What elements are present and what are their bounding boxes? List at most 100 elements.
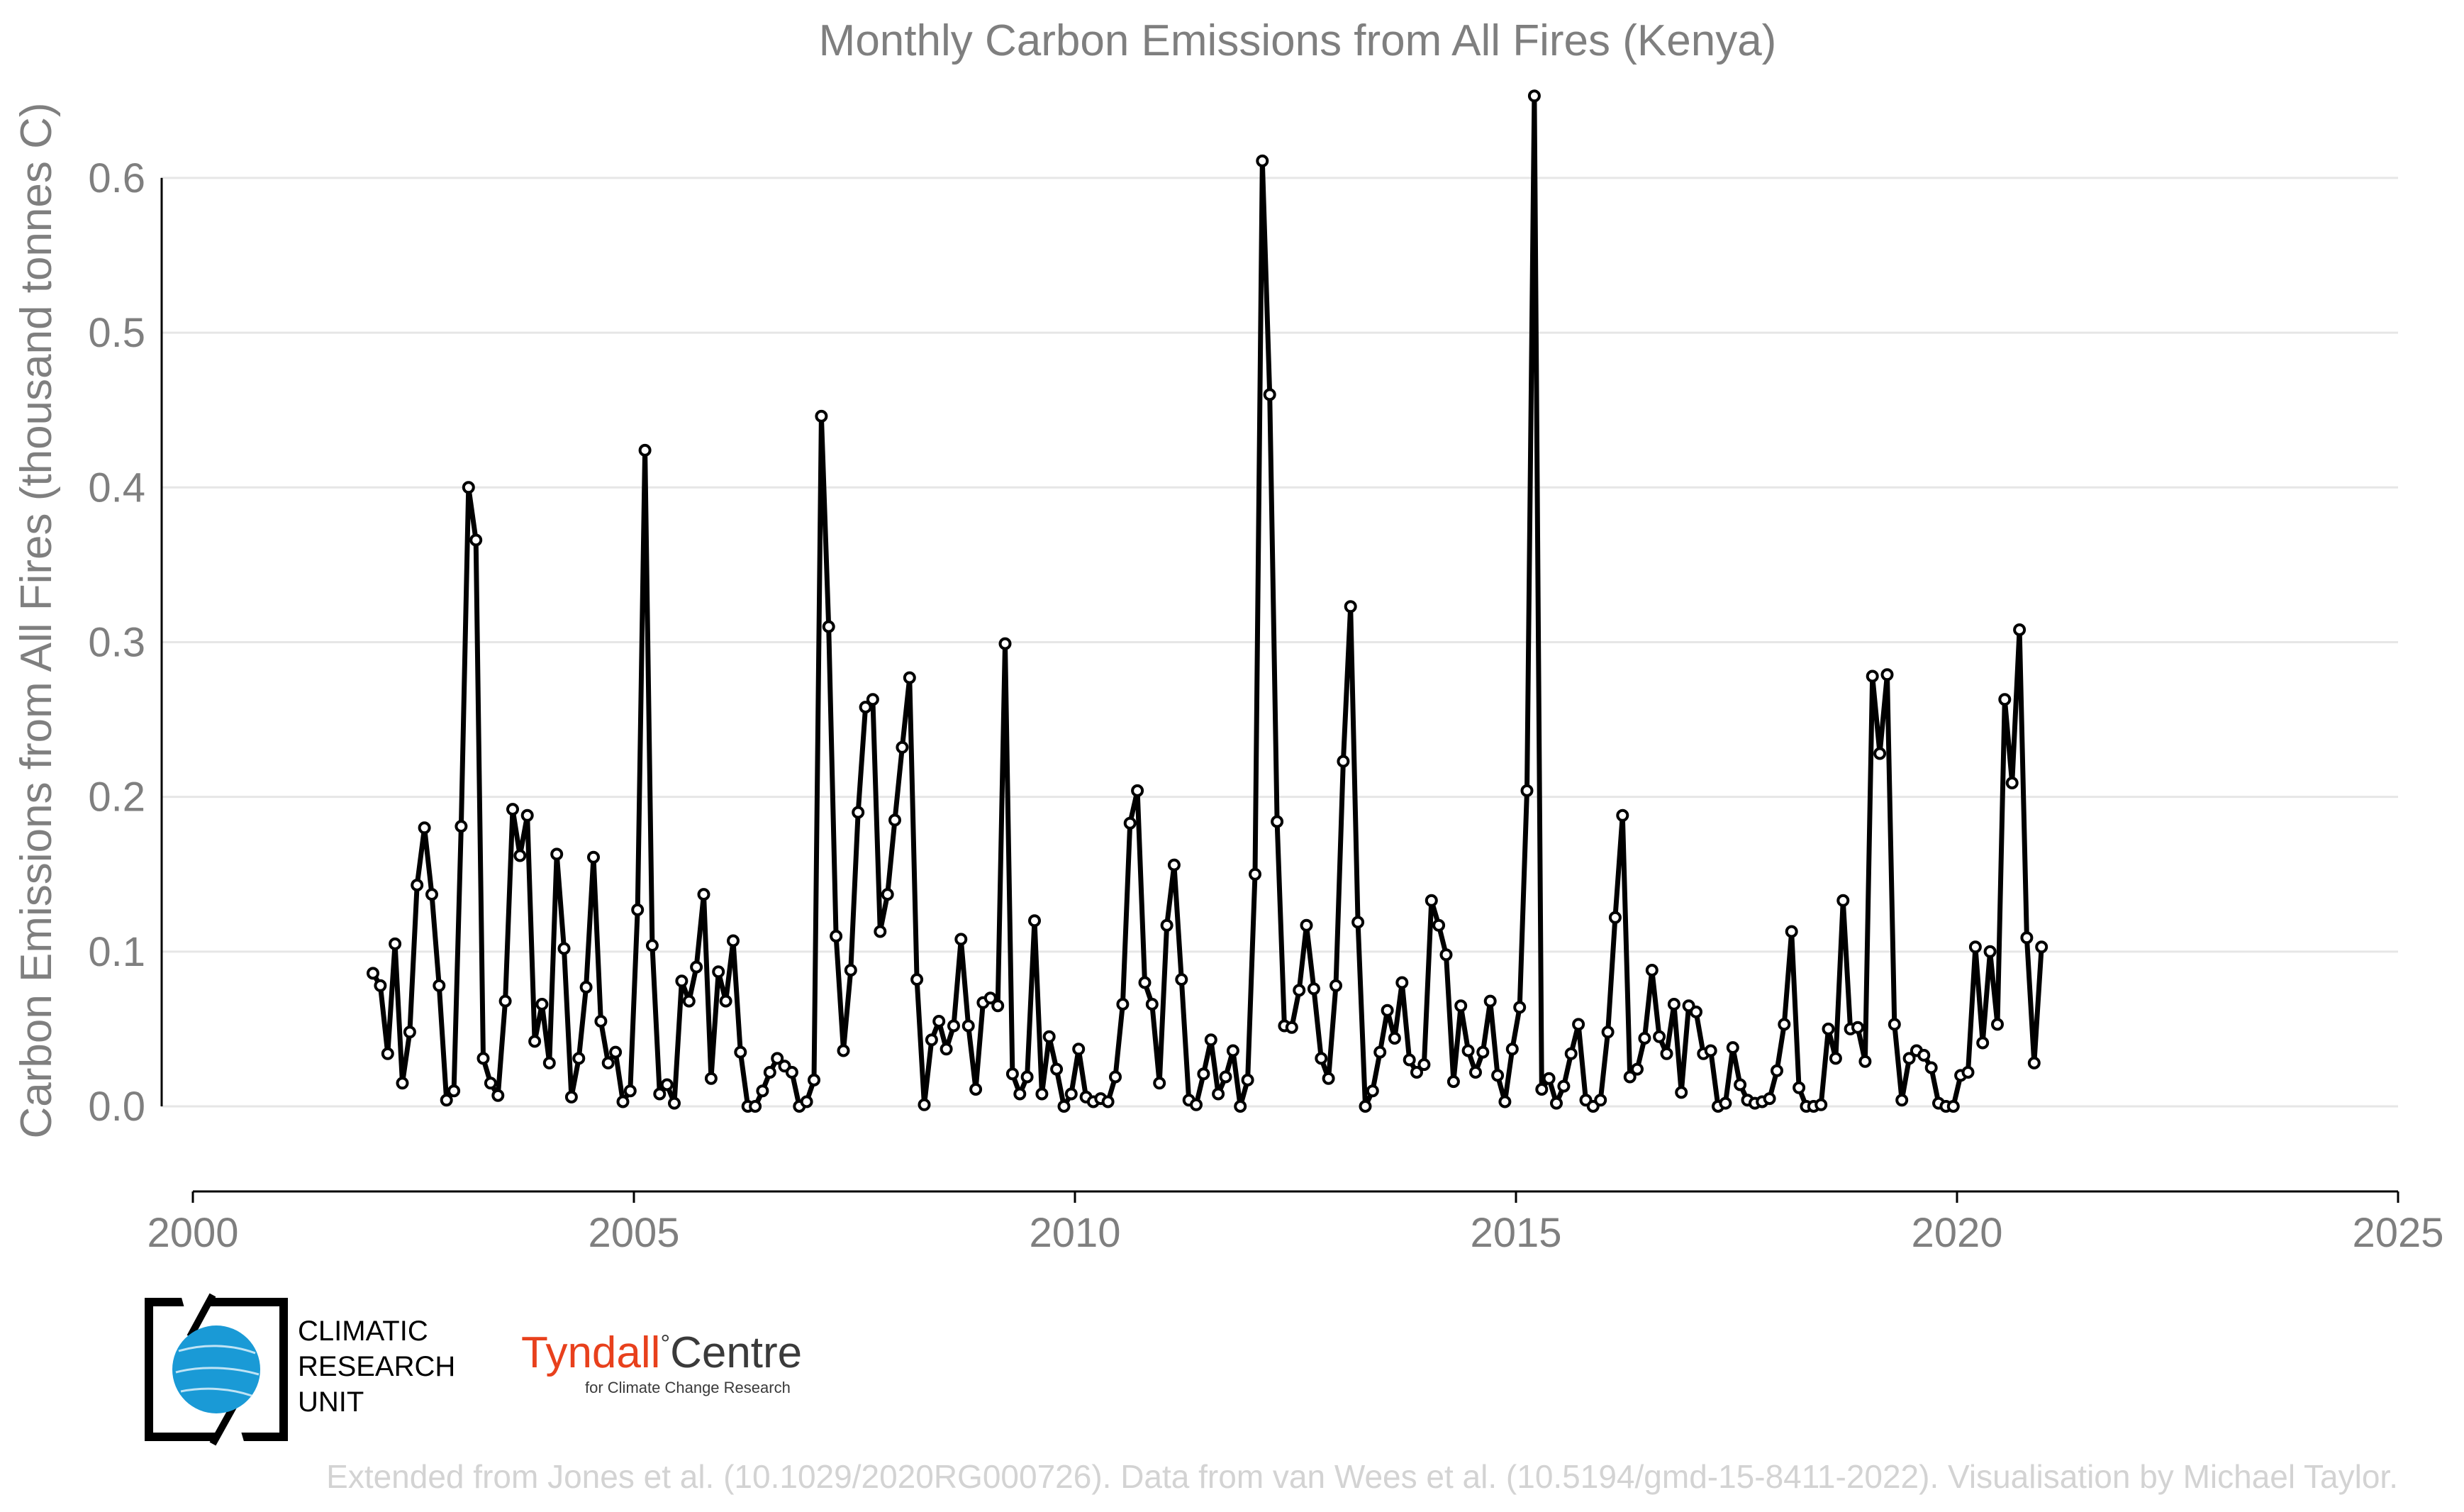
data-point xyxy=(1351,916,1365,929)
data-point xyxy=(1704,1044,1717,1057)
data-point xyxy=(1719,1096,1732,1110)
data-point xyxy=(991,999,1005,1013)
data-point xyxy=(756,1084,769,1098)
data-point xyxy=(727,934,740,947)
tyndall-logo: Tyndall°Centre for Climate Change Resear… xyxy=(521,1328,802,1396)
data-point xyxy=(785,1066,798,1079)
data-point xyxy=(859,701,872,714)
data-point xyxy=(1131,784,1144,797)
data-point xyxy=(367,967,379,980)
data-point xyxy=(1836,894,1850,907)
data-point xyxy=(601,1056,615,1069)
data-point xyxy=(1285,1021,1298,1034)
data-point xyxy=(947,1019,960,1033)
cru-logo-slash-bottom xyxy=(209,1403,238,1446)
data-point xyxy=(1829,1052,1842,1065)
data-point xyxy=(837,1044,850,1057)
series xyxy=(367,89,2048,1113)
data-point xyxy=(969,1083,983,1096)
data-point xyxy=(1667,998,1680,1011)
data-point xyxy=(1035,1087,1049,1101)
data-point xyxy=(1234,1100,1247,1113)
data-point xyxy=(1991,1018,2004,1031)
data-point xyxy=(1212,1087,1225,1101)
y-tick-label: 0.4 xyxy=(88,465,145,511)
data-point xyxy=(1410,1066,1423,1079)
data-point xyxy=(1226,1044,1239,1057)
data-point xyxy=(1505,1043,1519,1056)
data-point xyxy=(440,1094,453,1107)
tyndall-subtitle: for Climate Change Research xyxy=(585,1379,791,1396)
data-point xyxy=(1204,1033,1217,1047)
data-point xyxy=(469,533,483,547)
data-point xyxy=(1344,600,1357,613)
data-point xyxy=(1417,1058,1431,1072)
data-point xyxy=(476,1052,490,1065)
data-point xyxy=(1491,1069,1505,1082)
data-point xyxy=(403,1025,416,1039)
data-point xyxy=(815,409,828,423)
data-point xyxy=(396,1077,409,1090)
data-point xyxy=(888,813,901,827)
data-point xyxy=(1814,1098,1828,1111)
data-point xyxy=(800,1095,813,1108)
data-point xyxy=(1535,1083,1549,1096)
cru-logo-text-1: CLIMATIC xyxy=(298,1316,428,1347)
data-point xyxy=(712,965,725,979)
tyndall-degree: ° xyxy=(660,1330,670,1357)
data-point xyxy=(675,974,689,988)
data-point xyxy=(1263,388,1276,401)
data-point xyxy=(1145,998,1159,1011)
data-point xyxy=(1123,816,1137,830)
data-point xyxy=(623,1084,637,1098)
data-point xyxy=(557,942,571,955)
data-point xyxy=(1197,1067,1210,1081)
data-point xyxy=(1469,1066,1482,1079)
y-tick-label: 0.5 xyxy=(88,310,145,356)
data-point xyxy=(830,930,843,943)
data-point xyxy=(389,937,402,950)
data-point xyxy=(910,973,924,986)
data-point xyxy=(1550,1096,1563,1110)
data-point xyxy=(866,693,879,706)
data-point xyxy=(1858,1055,1872,1068)
data-point xyxy=(1946,1100,1960,1113)
data-point xyxy=(550,847,564,861)
data-point xyxy=(1793,1081,1806,1094)
data-point xyxy=(1763,1092,1776,1106)
data-point xyxy=(1734,1078,1747,1091)
data-point xyxy=(1520,784,1534,797)
data-point xyxy=(903,671,916,684)
data-point xyxy=(447,1084,461,1098)
data-point xyxy=(1924,1061,1938,1074)
data-point xyxy=(1572,1018,1585,1031)
data-point xyxy=(1101,1095,1115,1108)
data-point xyxy=(2005,777,2019,789)
data-point xyxy=(1778,1018,1791,1031)
data-point xyxy=(1638,1032,1651,1045)
data-point xyxy=(1616,808,1629,822)
data-point xyxy=(1439,948,1453,962)
data-point xyxy=(1476,1045,1490,1059)
data-point xyxy=(734,1045,747,1059)
data-point xyxy=(572,1052,586,1065)
data-point xyxy=(881,888,894,901)
data-point xyxy=(1109,1070,1122,1084)
data-point xyxy=(983,991,997,1005)
data-point xyxy=(1064,1087,1078,1101)
x-tick-label: 2000 xyxy=(147,1210,238,1256)
y-tick-label: 0.0 xyxy=(88,1084,145,1130)
data-point xyxy=(954,933,968,946)
cru-logo-text-3: UNIT xyxy=(298,1386,364,1418)
data-point xyxy=(1050,1062,1064,1076)
data-point xyxy=(1403,1053,1416,1067)
data-point xyxy=(1983,945,1997,958)
data-point xyxy=(1660,1047,1673,1060)
data-point xyxy=(1527,89,1541,103)
globe-contours xyxy=(175,1345,260,1397)
data-point xyxy=(918,1098,931,1111)
data-point xyxy=(1300,918,1313,932)
data-point xyxy=(822,620,835,633)
data-point xyxy=(690,960,703,974)
